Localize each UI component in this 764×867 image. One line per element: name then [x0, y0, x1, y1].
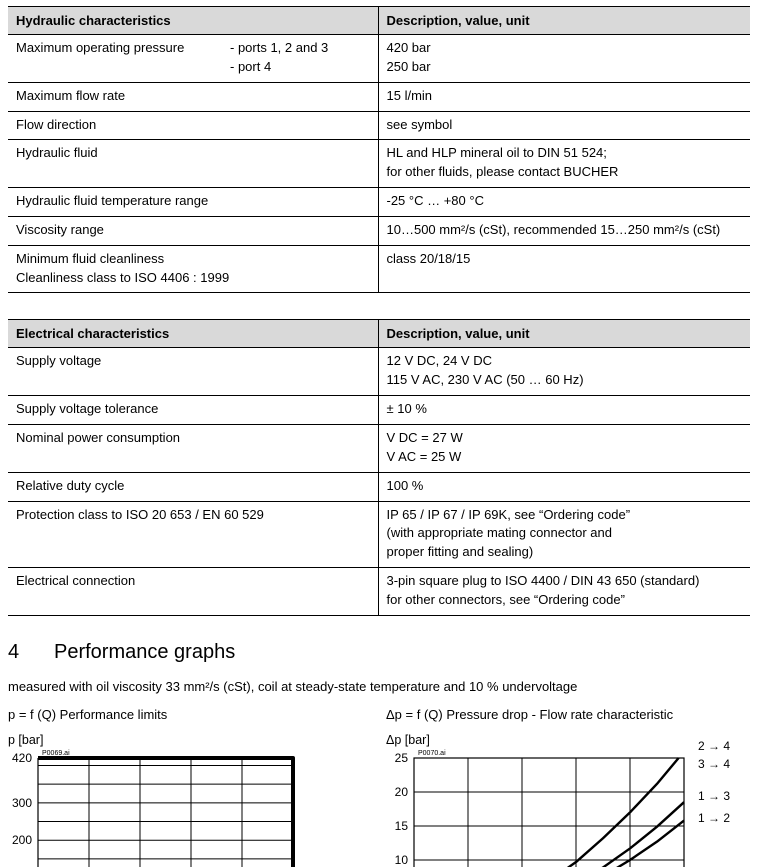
table-header-description: Description, value, unit — [377, 6, 750, 35]
spec-label: Relative duty cycle — [16, 477, 125, 493]
spec-label: Maximum operating pressure — [16, 40, 185, 55]
svg-text:25: 25 — [395, 751, 409, 765]
chart-title: p = f (Q) Performance limits — [8, 706, 168, 722]
section-title: Performance graphs — [54, 640, 236, 663]
performance-graphs: p = f (Q) Performance limits p [bar] 010… — [8, 707, 750, 867]
table-row: Hydraulic fluid HL and HLP mineral oil t… — [8, 139, 750, 188]
table-row: Protection class to ISO 20 653 / EN 60 5… — [8, 501, 750, 568]
spec-value: 10…500 mm²/s (cSt), recommended 15…250 m… — [386, 221, 721, 237]
measurement-note: measured with oil viscosity 33 mm²/s (cS… — [8, 678, 578, 694]
spec-label: Protection class to ISO 20 653 / EN 60 5… — [16, 506, 264, 522]
table-row: Maximum operating pressure - ports 1, 2 … — [8, 34, 750, 83]
y-axis-unit-label: Δp [bar] — [386, 732, 430, 747]
performance-limits-chart: 010020030042003691215Q [l/min]P0069.ai — [12, 750, 295, 867]
performance-limits-block: p = f (Q) Performance limits p [bar] 010… — [8, 707, 386, 867]
electrical-characteristics-table: Electrical characteristics Description, … — [8, 319, 750, 616]
table-row: Nominal power consumption V DC = 27 W V … — [8, 424, 750, 473]
table-header-description: Description, value, unit — [377, 319, 750, 348]
pressure-drop-block: Δp = f (Q) Pressure drop - Flow rate cha… — [386, 707, 750, 867]
chart-title: Δp = f (Q) Pressure drop - Flow rate cha… — [386, 706, 674, 722]
spec-value: -25 °C … +80 °C — [386, 193, 484, 209]
spec-value: ± 10 % — [386, 401, 427, 417]
spec-label: Hydraulic fluid temperature range — [16, 193, 209, 209]
y-axis-unit-label: p [bar] — [8, 732, 44, 747]
svg-text:15: 15 — [395, 819, 409, 833]
spec-label: Flow direction — [16, 116, 97, 132]
pressure-drop-chart: 051015202503691215Q [l/min]P0070.ai — [395, 750, 685, 867]
spec-value: 15 l/min — [386, 87, 433, 103]
table-row: Relative duty cycle 100 % — [8, 472, 750, 501]
spec-label: Nominal power consumption — [16, 429, 181, 445]
table-row: Viscosity range 10…500 mm²/s (cSt), reco… — [8, 216, 750, 246]
table-row: Minimum fluid cleanliness Cleanliness cl… — [8, 245, 750, 293]
table-header-row: Hydraulic characteristics Description, v… — [8, 6, 750, 35]
spec-label: Supply voltage tolerance — [16, 401, 159, 417]
curve-label: 1 → 3 — [698, 788, 731, 803]
section-number: 4 — [8, 640, 20, 663]
spec-label: Minimum fluid cleanliness Cleanliness cl… — [16, 250, 230, 285]
spec-label: Electrical connection — [16, 573, 136, 589]
spec-value: 3-pin square plug to ISO 4400 / DIN 43 6… — [386, 573, 700, 607]
spec-sublabel: - ports 1, 2 and 3 - port 4 — [230, 40, 329, 74]
spec-label: Hydraulic fluid — [16, 145, 98, 161]
figure-id: P0070.ai — [418, 750, 446, 757]
table-header-row: Electrical characteristics Description, … — [8, 319, 750, 348]
spec-value: see symbol — [386, 116, 453, 132]
table-row: Electrical connection 3-pin square plug … — [8, 567, 750, 616]
spec-value: class 20/18/15 — [386, 250, 471, 266]
table-row: Flow direction see symbol — [8, 111, 750, 140]
svg-text:10: 10 — [395, 853, 409, 867]
spec-value: 12 V DC, 24 V DC 115 V AC, 230 V AC (50 … — [386, 353, 584, 388]
table-row: Supply voltage tolerance ± 10 % — [8, 395, 750, 425]
table-row: Maximum flow rate 15 l/min — [8, 82, 750, 112]
table-header-characteristics: Hydraulic characteristics — [8, 6, 378, 35]
spec-value: 100 % — [386, 477, 424, 493]
curve-label: 2 → 4 — [698, 738, 731, 753]
curve-label: 1 → 2 — [698, 810, 731, 825]
table-row: Hydraulic fluid temperature range -25 °C… — [8, 187, 750, 217]
spec-label: Supply voltage — [16, 353, 102, 369]
svg-text:200: 200 — [12, 833, 32, 847]
table-row: Supply voltage 12 V DC, 24 V DC 115 V AC… — [8, 347, 750, 396]
svg-text:20: 20 — [395, 785, 409, 799]
spec-value: HL and HLP mineral oil to DIN 51 524; fo… — [386, 145, 619, 180]
spec-value: 420 bar 250 bar — [386, 40, 431, 74]
table-header-characteristics: Electrical characteristics — [8, 319, 378, 348]
spec-label: Viscosity range — [16, 221, 104, 237]
spec-label: Maximum flow rate — [16, 87, 126, 103]
hydraulic-characteristics-table: Hydraulic characteristics Description, v… — [8, 6, 750, 293]
spec-value: IP 65 / IP 67 / IP 69K, see “Ordering co… — [386, 506, 631, 560]
spec-value: V DC = 27 W V AC = 25 W — [386, 429, 463, 464]
svg-text:420: 420 — [12, 751, 32, 765]
figure-id: P0069.ai — [42, 750, 70, 757]
svg-text:300: 300 — [12, 796, 32, 810]
curve-label: 3 → 4 — [698, 756, 731, 771]
section-heading: 4 Performance graphs — [8, 641, 750, 664]
